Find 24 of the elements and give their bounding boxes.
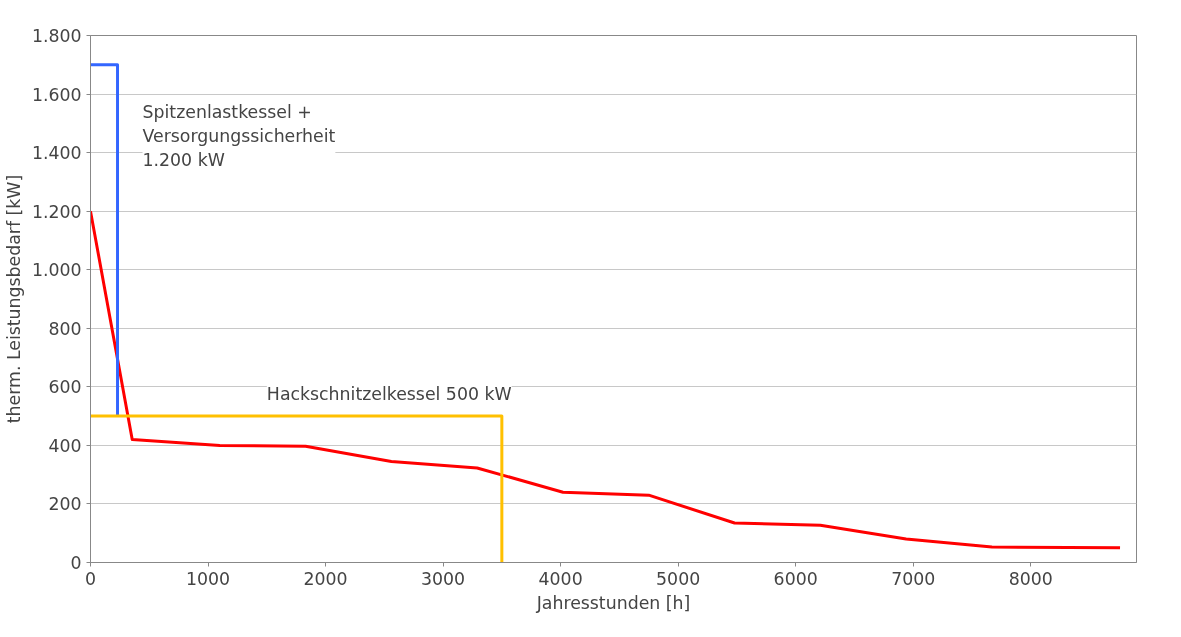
x-tick-label: 1000: [185, 568, 231, 589]
x-tick-label: 0: [84, 568, 97, 589]
y-tick-label: 1.800: [31, 26, 82, 46]
y-tick-label: 0: [70, 553, 82, 573]
x-tick-label: 5000: [656, 568, 701, 589]
x-tick-label: 6000: [773, 568, 818, 589]
x-tick-label: 3000: [421, 568, 466, 589]
y-tick-label: 1.200: [31, 201, 82, 222]
y-tick-label: 1.000: [31, 260, 82, 281]
x-tick-label: 4000: [538, 568, 583, 589]
y-tick-label: 200: [48, 494, 82, 515]
x-tick-label: 8000: [1008, 568, 1053, 589]
y-tick-label: 400: [48, 435, 82, 456]
annotation: Spitzenlastkessel + Versorgungssicherheit 1.200 kW: [142, 101, 336, 170]
x-tick-label: 2000: [303, 568, 348, 589]
line-series: [90, 209, 1122, 550]
y-tick-label: 1.600: [31, 84, 82, 105]
x-tick-label: 7000: [891, 568, 936, 589]
y-tick-label: 1.400: [31, 143, 82, 164]
annotation: Hackschnitzelkessel 500 kW: [266, 384, 512, 405]
y-tick-label: 600: [48, 377, 82, 398]
y-tick-label: 800: [48, 318, 82, 339]
x-axis-title: Jahresstunden [h]: [535, 592, 691, 613]
y-axis-title: therm. Leistungsbedarf [kW]: [3, 174, 24, 424]
